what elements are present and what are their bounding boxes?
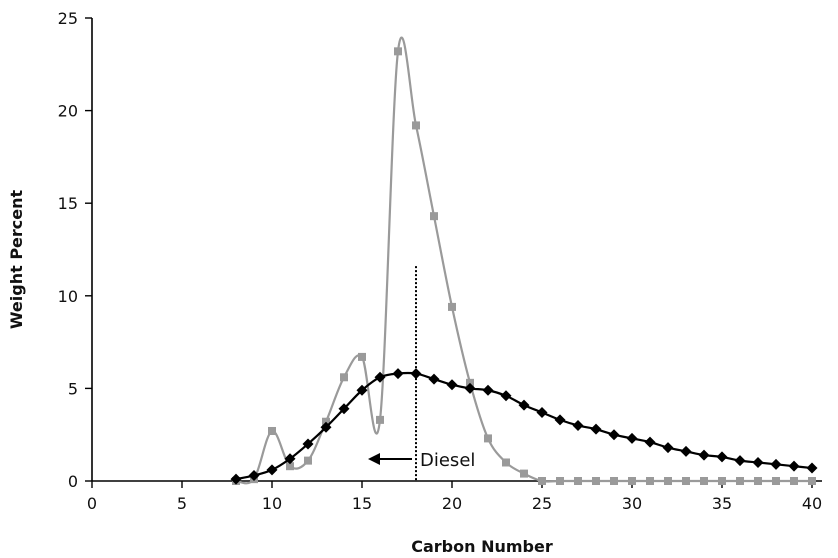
data-point-square [520, 469, 528, 478]
x-tick-label: 30 [622, 494, 642, 513]
data-point-square [484, 434, 492, 443]
data-point-diamond [248, 469, 260, 481]
data-point-square [322, 417, 330, 426]
y-tick-label: 20 [58, 102, 78, 121]
data-point-square [790, 477, 798, 485]
data-point-diamond [302, 438, 314, 450]
data-point-square [556, 477, 564, 485]
y-tick-label: 10 [58, 287, 78, 306]
data-point-square [664, 477, 672, 485]
data-point-diamond [770, 458, 782, 470]
x-axis-title: Carbon Number [411, 537, 553, 556]
data-point-square [574, 477, 582, 485]
data-point-square [376, 415, 384, 424]
series-1 [232, 36, 816, 485]
x-tick-label: 0 [87, 494, 97, 513]
data-point-diamond [806, 462, 818, 474]
data-point-square [628, 477, 636, 485]
data-point-diamond [626, 432, 638, 444]
data-point-diamond [536, 406, 548, 418]
x-tick-label: 10 [262, 494, 282, 513]
data-point-diamond [230, 473, 242, 485]
data-point-diamond [752, 456, 764, 468]
data-point-diamond [572, 419, 584, 431]
data-point-diamond [464, 382, 476, 394]
data-point-diamond [716, 451, 728, 463]
diesel-arrow-head [368, 453, 380, 465]
data-point-square [304, 456, 312, 465]
data-point-diamond [590, 423, 602, 435]
data-point-diamond [320, 421, 332, 433]
data-point-square [448, 302, 456, 311]
data-point-square [538, 477, 546, 485]
data-point-square [682, 477, 690, 485]
data-point-square [394, 47, 402, 56]
data-point-diamond [698, 449, 710, 461]
data-point-diamond [284, 453, 296, 465]
series-2 [230, 368, 818, 485]
data-point-diamond [392, 368, 404, 380]
y-tick-label: 25 [58, 9, 78, 28]
x-tick-label: 25 [532, 494, 552, 513]
data-point-square [736, 477, 744, 485]
data-point-diamond [266, 464, 278, 476]
data-point-square [412, 121, 420, 130]
x-tick-label: 15 [352, 494, 372, 513]
data-point-square [502, 458, 510, 467]
data-point-square [610, 477, 618, 485]
annotation-layer: Diesel [368, 266, 475, 481]
data-point-square [718, 477, 726, 485]
data-point-diamond [500, 390, 512, 402]
series-line [235, 36, 812, 485]
y-tick-label: 5 [68, 379, 78, 398]
data-point-diamond [644, 436, 656, 448]
data-point-square [592, 477, 600, 485]
data-point-diamond [554, 414, 566, 426]
x-tick-label: 40 [802, 494, 822, 513]
data-point-diamond [482, 384, 494, 396]
data-point-diamond [356, 384, 368, 396]
data-point-diamond [410, 368, 422, 380]
data-point-diamond [428, 373, 440, 385]
data-point-diamond [338, 403, 350, 415]
data-point-diamond [446, 379, 458, 391]
data-point-square [700, 477, 708, 485]
axes: 0 5 10 15 20 25 30 35 40 0 5 10 15 20 25 [58, 9, 823, 513]
data-point-square [772, 477, 780, 485]
data-point-square [268, 426, 276, 435]
data-point-diamond [788, 460, 800, 472]
data-point-square [358, 352, 366, 361]
x-tick-label: 20 [442, 494, 462, 513]
x-tick-label: 35 [712, 494, 732, 513]
data-point-square [430, 212, 438, 221]
data-point-square [466, 378, 474, 387]
data-point-diamond [662, 442, 674, 454]
y-tick-label: 15 [58, 194, 78, 213]
data-point-diamond [608, 429, 620, 441]
y-tick-label: 0 [68, 472, 78, 491]
data-point-diamond [518, 399, 530, 411]
data-point-diamond [734, 455, 746, 467]
data-point-square [754, 477, 762, 485]
y-axis-title: Weight Percent [7, 189, 26, 329]
data-point-square [340, 373, 348, 382]
x-tick-label: 5 [177, 494, 187, 513]
data-point-diamond [680, 445, 692, 457]
data-point-square [808, 477, 816, 485]
series-layer [230, 36, 818, 485]
data-point-square [646, 477, 654, 485]
diesel-label: Diesel [420, 450, 475, 471]
data-point-square [286, 462, 294, 471]
data-point-diamond [374, 371, 386, 383]
